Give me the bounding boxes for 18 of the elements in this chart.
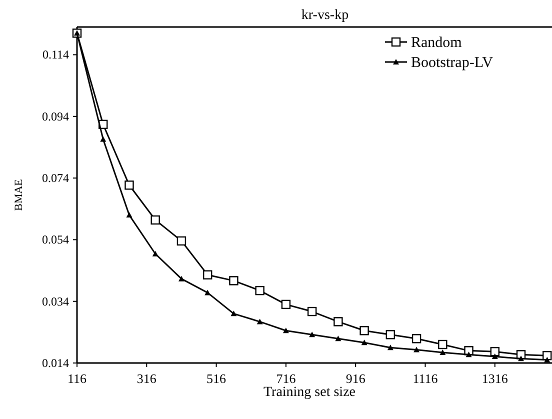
- y-tick-label: 0.034: [42, 294, 69, 308]
- x-tick-label: 516: [206, 371, 227, 386]
- x-tick-label: 1116: [412, 371, 438, 386]
- x-tick-label: 1316: [482, 371, 508, 386]
- x-tick-label: 116: [67, 371, 87, 386]
- y-tick-label: 0.094: [42, 109, 69, 124]
- y-tick-label: 0.074: [42, 171, 69, 186]
- legend-label: Bootstrap-LV: [411, 55, 494, 71]
- y-tick-label: 0.014: [42, 356, 69, 370]
- x-axis-title: Training set size: [263, 385, 356, 400]
- legend-label: Random: [411, 35, 462, 51]
- y-tick-label: 0.054: [42, 232, 69, 247]
- y-axis-title: BMAE: [13, 178, 25, 211]
- x-tick-label: 916: [346, 371, 366, 386]
- x-tick-label: 716: [276, 371, 296, 386]
- x-tick-label: 316: [136, 371, 157, 386]
- y-tick-label: 0.114: [42, 48, 69, 62]
- chart-title: kr-vs-kp: [301, 8, 349, 23]
